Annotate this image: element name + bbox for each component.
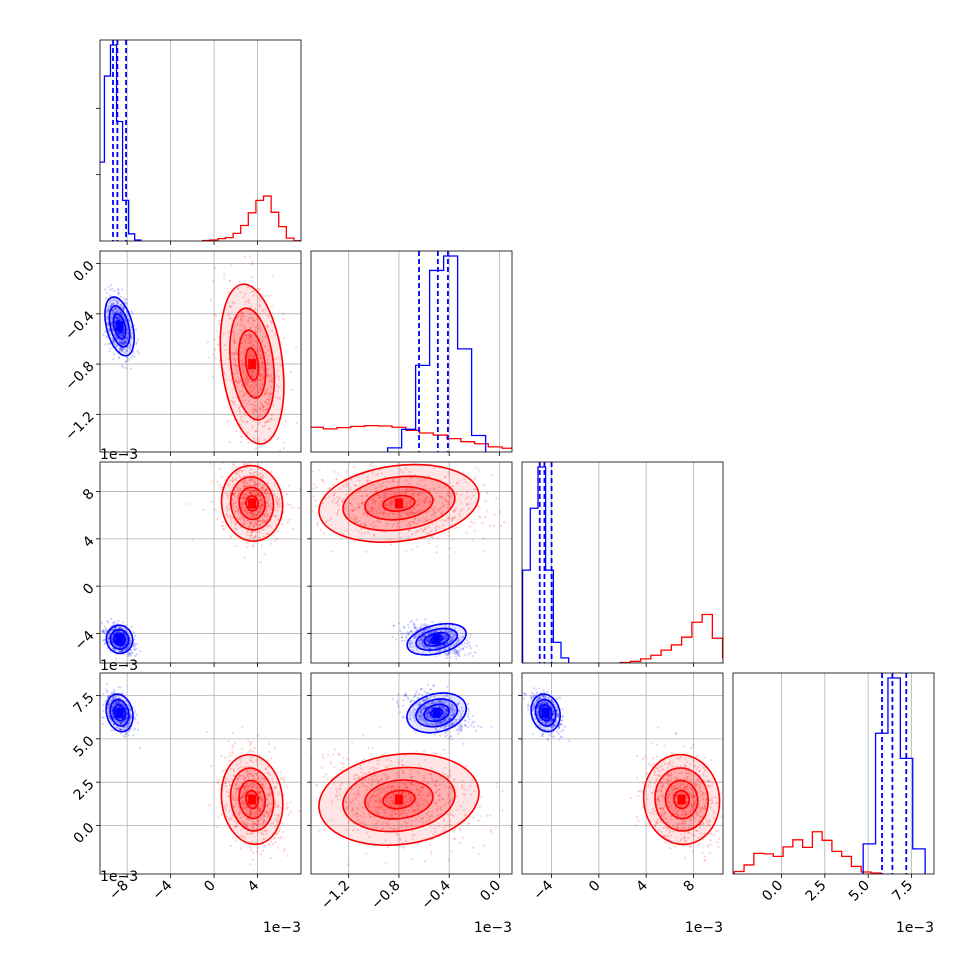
ytick-label-2-2: 4 [80,533,98,551]
xtick-label-2-0: −4 [530,877,556,903]
xtick-label-0-2: 0 [201,878,219,896]
xtick-label-2-1: 0 [586,878,604,896]
xtick-label-1-2: −0.4 [419,877,454,912]
hist-2-red [619,613,723,663]
ytick-label-3-2: 5.0 [71,733,98,760]
x-scale-label-2: 1e−3 [685,920,723,936]
x-scale-label-0: 1e−3 [263,920,301,936]
panel-3-3: 0.0 2.5 5.0 7.5 1e−3 [732,672,935,936]
peak-1-0-red [248,359,257,370]
ytick-label-3-0: 0.0 [71,820,98,847]
hist-1-blue [386,255,487,452]
xtick-label-3-2: 5.0 [846,878,873,905]
xtick-label-0-3: 4 [245,877,263,895]
hist-0-red [202,195,301,241]
x-scale-label-3: 1e−3 [896,920,934,936]
peak-3-0-red [248,794,257,805]
ytick-label-2-1: 0 [80,580,98,598]
hist-1-red [311,424,512,449]
peak-1-0-blue [115,321,124,332]
xtick-label-3-3: 7.5 [889,878,916,905]
ytick-label-1-0: −1.2 [62,409,97,444]
xtick-label-3-1: 2.5 [803,878,830,905]
xtick-label-1-1: −0.8 [368,878,403,913]
y-scale-label-2: 1e−3 [100,658,138,674]
panel-2-0: −4 0 4 8 1e−3 [72,461,302,674]
hist-2-blue [522,466,570,663]
xtick-label-2-2: 4 [633,877,651,895]
ytick-label-2-0: −4 [72,628,98,654]
panel-3-1: −1.2 −0.8 −0.4 0.0 1e−3 [307,672,513,936]
ytick-label-3-3: 7.5 [71,690,98,717]
frame-3-0 [99,672,302,875]
panel-2-1 [307,461,513,667]
y-scale-label-1: 1e−3 [100,447,138,463]
panel-3-2: −4 0 4 8 1e−3 [518,672,724,936]
frame-3-3 [732,672,935,875]
ytick-label-3-1: 2.5 [71,777,98,804]
peak-2-0-blue [115,634,124,645]
panel-1-1 [310,250,513,456]
peak-3-2-red [677,794,686,805]
ytick-label-1-1: −0.8 [62,358,97,393]
hist-0-blue [100,44,142,241]
y-scale-label-3: 1e−3 [100,869,138,885]
peak-2-0-red [248,498,257,509]
ytick-label-1-3: 0.0 [71,258,98,285]
xtick-label-0-1: −4 [150,877,176,903]
panel-3-0: −8 −4 0 41e−30.02.55.07.51e−3 [71,672,302,936]
frame-1-1 [310,250,513,453]
peak-3-2-blue [541,707,550,718]
frame-3-1 [310,672,513,875]
frame-2-2 [521,461,724,664]
frame-2-1 [310,461,513,664]
frame-2-0 [99,461,302,664]
peak-3-1-red [394,794,403,805]
hist-3-blue [862,677,926,874]
peak-3-1-blue [432,707,441,718]
ytick-label-1-2: −0.4 [62,308,97,343]
hist-3-red [733,831,882,874]
peak-2-1-blue [432,634,441,645]
panel-1-0: −1.2 −0.8 −0.4 0.0 1e−3 [62,250,302,463]
peak-3-0-blue [115,707,124,718]
frame-1-0 [99,250,302,453]
panel-0-0 [96,39,302,245]
ytick-label-2-3: 8 [80,486,98,504]
panel-2-2 [521,461,724,667]
frame-0-0 [99,39,302,242]
xtick-label-1-3: 0.0 [477,878,504,905]
xtick-label-2-3: 8 [681,878,699,896]
xtick-label-1-0: −1.2 [318,878,353,913]
peak-2-1-red [394,498,403,509]
x-scale-label-1: 1e−3 [474,920,512,936]
xtick-label-3-0: 0.0 [759,878,786,905]
frame-3-2 [521,672,724,875]
